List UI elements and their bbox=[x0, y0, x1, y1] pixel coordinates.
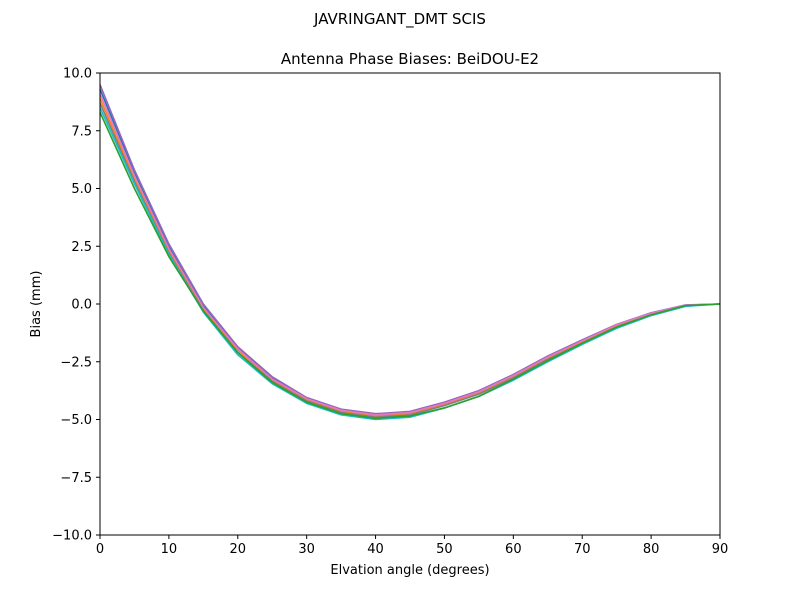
x-tick-label: 20 bbox=[230, 542, 247, 557]
series-line-4 bbox=[99, 93, 721, 416]
plot-area: 0 10 20 30 40 50 60 70 80 90 10.0 7.5 5.0 2.5 0.0 −2.5… bbox=[52, 67, 728, 558]
series-line-7 bbox=[99, 111, 721, 420]
y-tick-label: −5.0 bbox=[60, 413, 92, 428]
x-tick-label: 90 bbox=[712, 542, 729, 557]
axes-frame bbox=[99, 72, 721, 536]
figure-suptitle: JAVRINGANT_DMT SCIS bbox=[313, 10, 486, 29]
y-tick-label: 7.5 bbox=[71, 124, 92, 139]
y-tick-label: 0.0 bbox=[71, 298, 92, 313]
y-axis-label: Bias (mm) bbox=[29, 271, 44, 338]
y-axis-ticks: 10.0 7.5 5.0 2.5 0.0 −2.5 −5.0 −7.5 −10.0 bbox=[52, 67, 100, 544]
x-axis-ticks: 0 10 20 30 40 50 60 70 80 90 bbox=[96, 535, 728, 557]
y-tick-label: 10.0 bbox=[63, 67, 92, 82]
y-tick-label: −2.5 bbox=[60, 355, 92, 370]
x-tick-label: 80 bbox=[643, 542, 660, 557]
x-tick-label: 0 bbox=[96, 542, 104, 557]
y-tick-label: 5.0 bbox=[71, 182, 92, 197]
y-tick-label: −10.0 bbox=[52, 529, 92, 544]
x-tick-label: 60 bbox=[505, 542, 522, 557]
x-axis-label: Elvation angle (degrees) bbox=[330, 563, 489, 578]
y-tick-label: 2.5 bbox=[71, 240, 92, 255]
y-tick-label: −7.5 bbox=[60, 471, 92, 486]
x-tick-label: 70 bbox=[574, 542, 591, 557]
x-tick-label: 40 bbox=[367, 542, 384, 557]
x-tick-label: 30 bbox=[298, 542, 315, 557]
x-tick-label: 50 bbox=[436, 542, 453, 557]
chart-title: Antenna Phase Biases: BeiDOU-E2 bbox=[281, 50, 539, 68]
series-layer bbox=[99, 84, 721, 421]
x-tick-label: 10 bbox=[161, 542, 178, 557]
